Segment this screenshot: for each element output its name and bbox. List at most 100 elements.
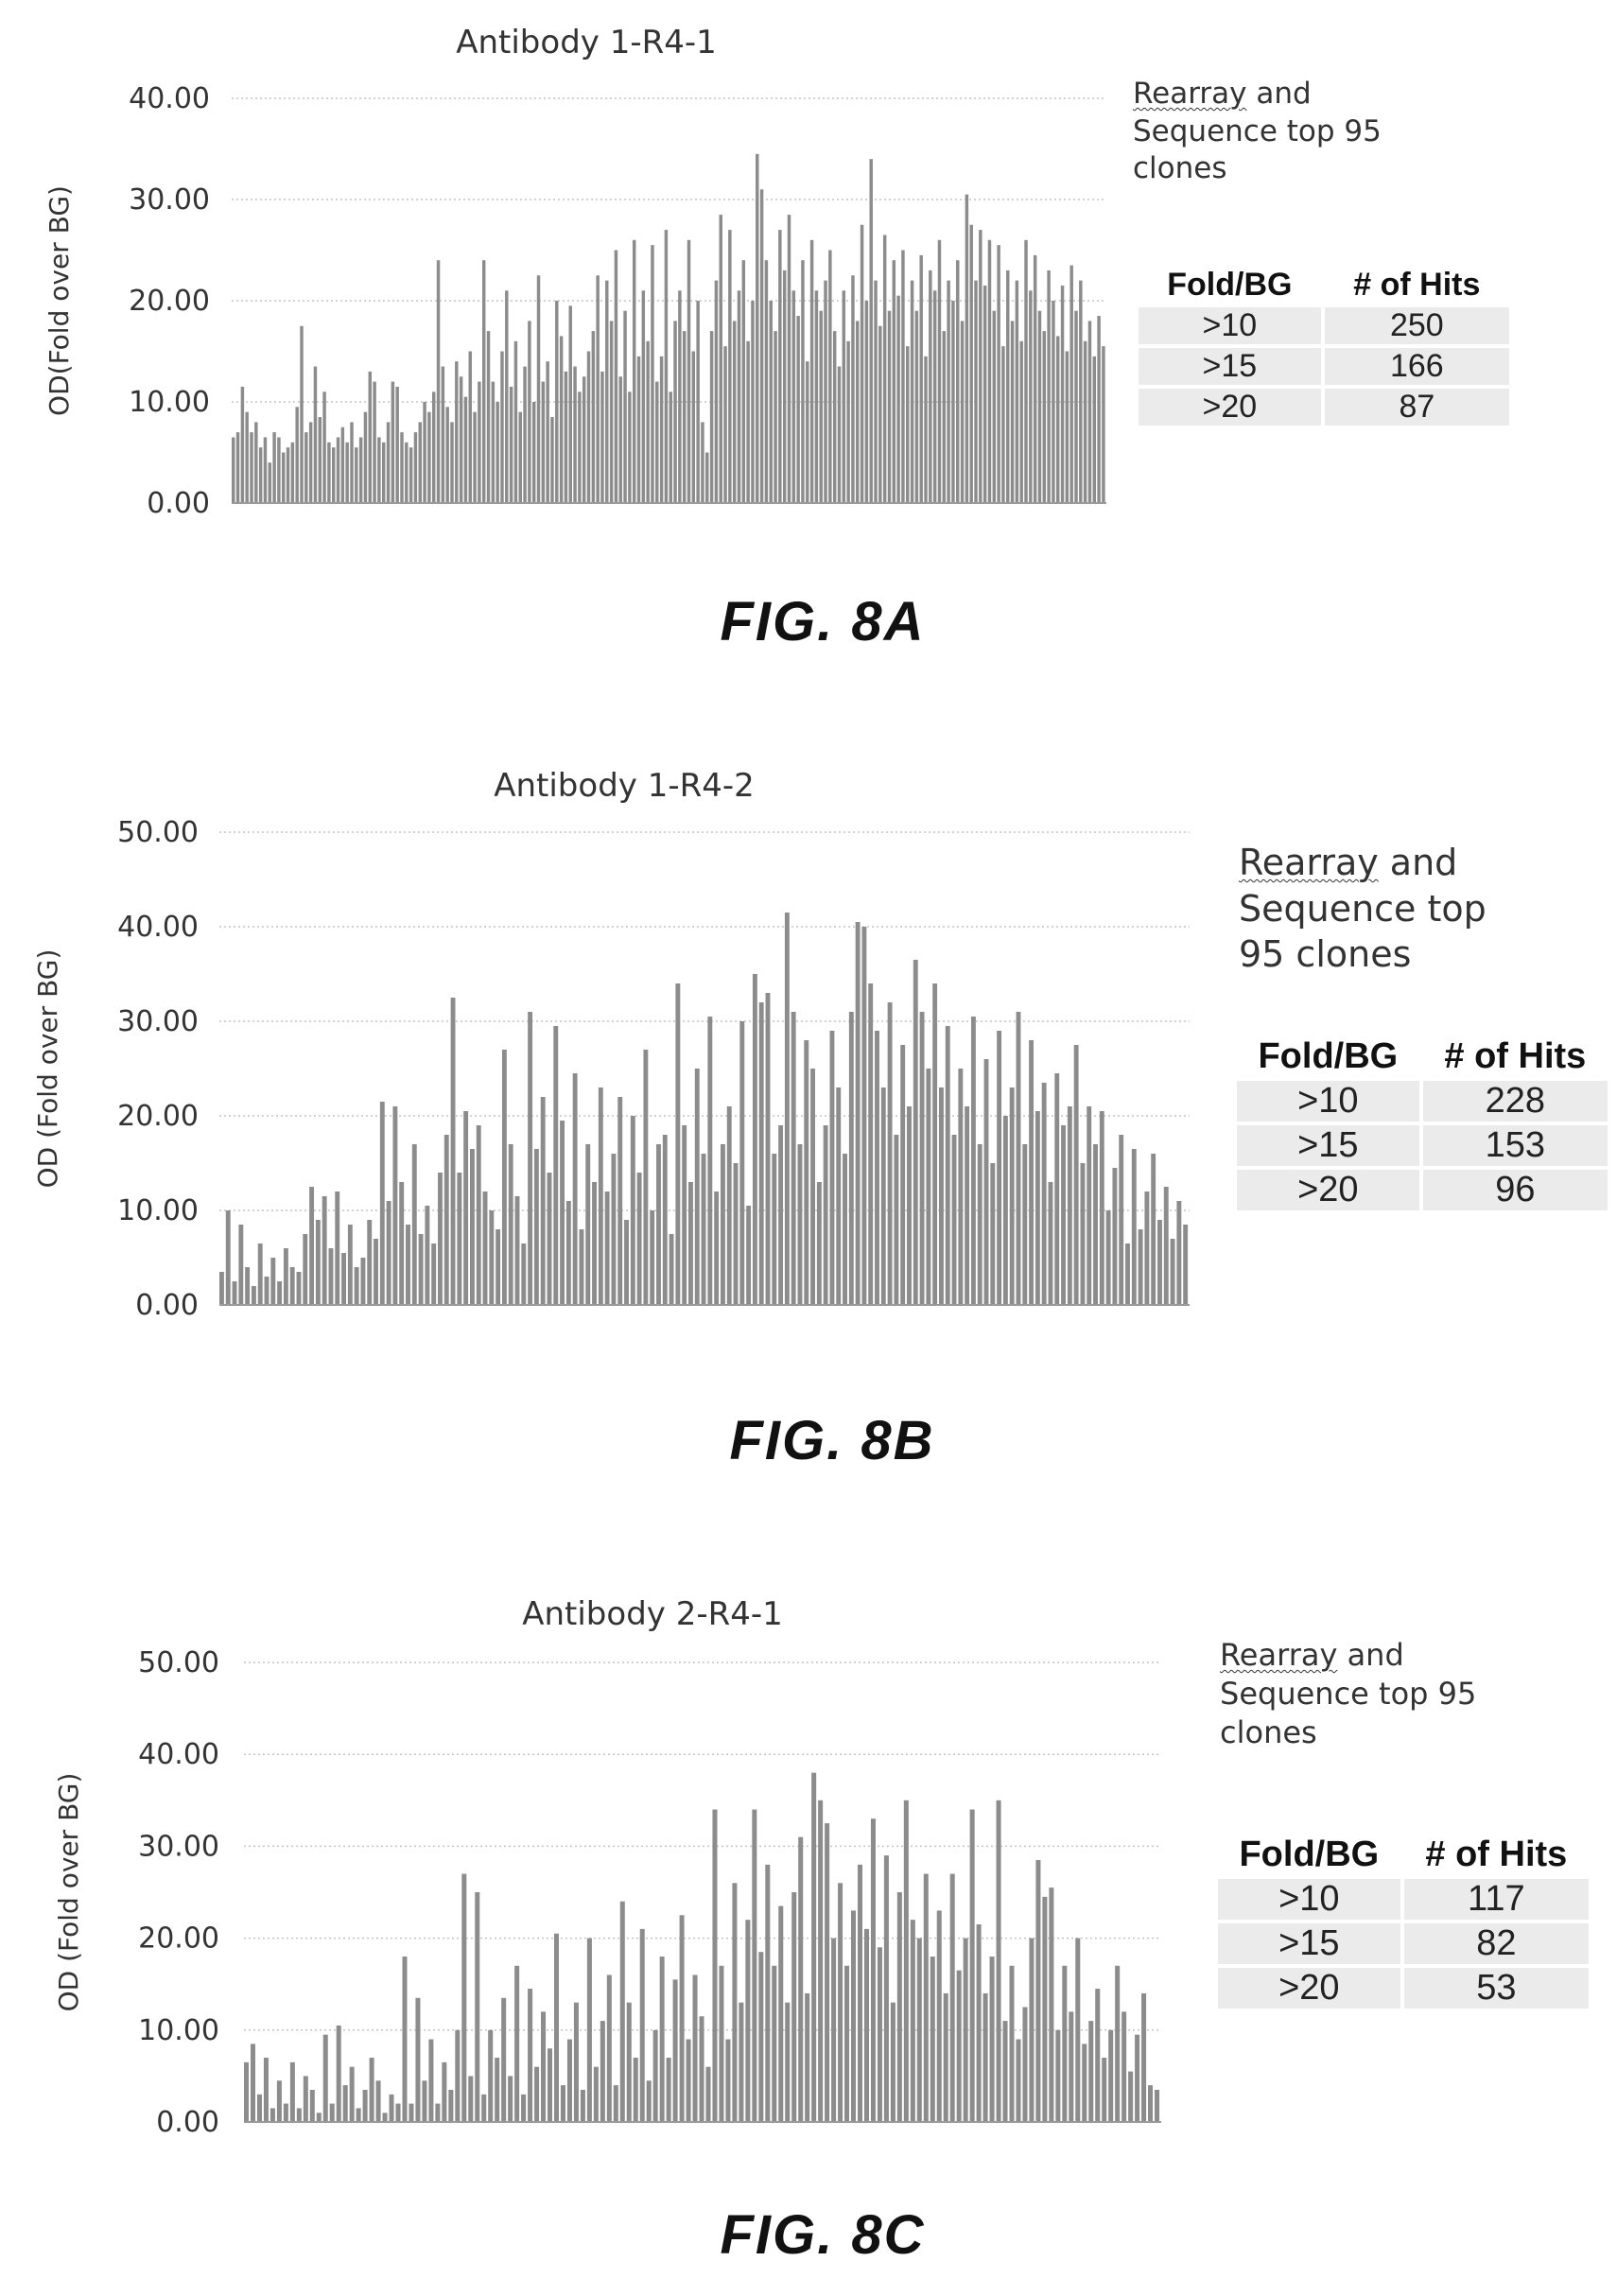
bar	[752, 1809, 757, 2122]
bar	[1029, 1040, 1035, 1305]
bar	[573, 2002, 579, 2122]
bar	[513, 340, 518, 503]
bar	[1080, 1163, 1086, 1305]
bar	[1010, 321, 1015, 503]
bar	[1055, 2029, 1061, 2122]
bar	[418, 1234, 424, 1305]
note-rearray: Rearray	[1239, 842, 1379, 883]
bar	[848, 1012, 854, 1305]
bar	[435, 2103, 441, 2122]
bar	[1067, 1106, 1072, 1305]
bar	[463, 396, 468, 503]
bar	[1170, 1239, 1175, 1305]
bar	[791, 1892, 797, 2122]
bar	[586, 1938, 592, 2122]
y-axis-label: OD (Fold over BG)	[53, 1773, 84, 2012]
bar	[732, 1883, 738, 2122]
bar	[596, 275, 600, 503]
bar	[486, 331, 491, 503]
note-and: and	[1337, 1637, 1404, 1673]
bar	[688, 1182, 693, 1305]
bar	[707, 1017, 713, 1305]
bar	[652, 2029, 658, 2122]
bar	[295, 407, 299, 503]
bar	[350, 422, 354, 503]
bar	[329, 2103, 335, 2122]
bar	[547, 1173, 552, 1305]
bar	[363, 411, 368, 503]
bar	[1002, 1116, 1008, 1305]
bar	[540, 1097, 546, 1305]
bar	[797, 1144, 803, 1305]
bar	[832, 331, 837, 503]
bar	[1009, 1087, 1015, 1305]
y-tick-label: 40.00	[117, 911, 199, 944]
bar	[965, 194, 969, 503]
chart-title: Antibody 2-R4-1	[522, 1595, 783, 1633]
bar	[728, 230, 732, 503]
bar	[536, 275, 541, 503]
bar	[1009, 1965, 1015, 2122]
cell-hits: 153	[1422, 1125, 1608, 1166]
bar	[283, 2103, 288, 2122]
bar	[906, 346, 910, 503]
bar	[882, 235, 887, 503]
bar	[720, 1144, 725, 1305]
bar	[969, 224, 973, 503]
bar	[356, 2108, 361, 2122]
cell-threshold: >15	[1139, 348, 1321, 385]
bar	[322, 391, 326, 503]
bar	[778, 230, 782, 503]
bar	[816, 1182, 822, 1305]
bar	[566, 2039, 572, 2122]
bar	[270, 2108, 275, 2122]
bar	[441, 366, 445, 503]
bar	[1125, 1244, 1130, 1305]
bar	[844, 1965, 850, 2122]
bar	[894, 1135, 899, 1305]
bar	[709, 331, 714, 503]
hits-table-8c: Fold/BG # of Hits >10 117 >15 82 >20 53	[1214, 1831, 1592, 2012]
bar	[619, 1901, 625, 2122]
bar	[478, 381, 481, 503]
bar	[907, 1106, 912, 1305]
bar	[739, 1021, 745, 1305]
note-8a: Rearray and Sequence top 95 clones	[1133, 76, 1382, 188]
y-tick-label: 0.00	[147, 487, 210, 520]
bar	[436, 260, 441, 503]
bar	[828, 250, 832, 503]
bar	[1024, 239, 1028, 504]
bar	[956, 260, 960, 503]
bar	[937, 239, 942, 504]
bar	[560, 2085, 565, 2122]
bar	[374, 1239, 378, 1305]
bar	[976, 1924, 982, 2122]
bar	[257, 1244, 263, 1305]
bar	[970, 1017, 976, 1305]
bar	[997, 245, 1000, 503]
bar	[843, 1154, 847, 1305]
bar	[611, 1154, 617, 1305]
bar	[496, 1229, 501, 1305]
bar	[1037, 310, 1042, 503]
bar	[475, 1892, 480, 2122]
bar	[919, 254, 923, 503]
bar	[1097, 316, 1101, 503]
bar	[528, 1989, 533, 2122]
bar	[501, 1997, 507, 2122]
bar	[772, 1154, 777, 1305]
bar	[791, 290, 796, 503]
bar	[992, 310, 997, 503]
chart-antibody-2-r4-1: Antibody 2-R4-1 OD (Fold over BG) 0.00 10.0…	[53, 1595, 1161, 2139]
bar	[342, 2085, 348, 2122]
bar	[491, 381, 496, 503]
bar	[1075, 1938, 1081, 2122]
bar	[450, 998, 456, 1305]
bar	[468, 2076, 474, 2122]
bar	[500, 351, 504, 503]
bar	[276, 2080, 282, 2122]
bar	[1115, 1965, 1121, 2122]
bar	[662, 1135, 668, 1305]
cell-threshold: >15	[1218, 1923, 1400, 1964]
